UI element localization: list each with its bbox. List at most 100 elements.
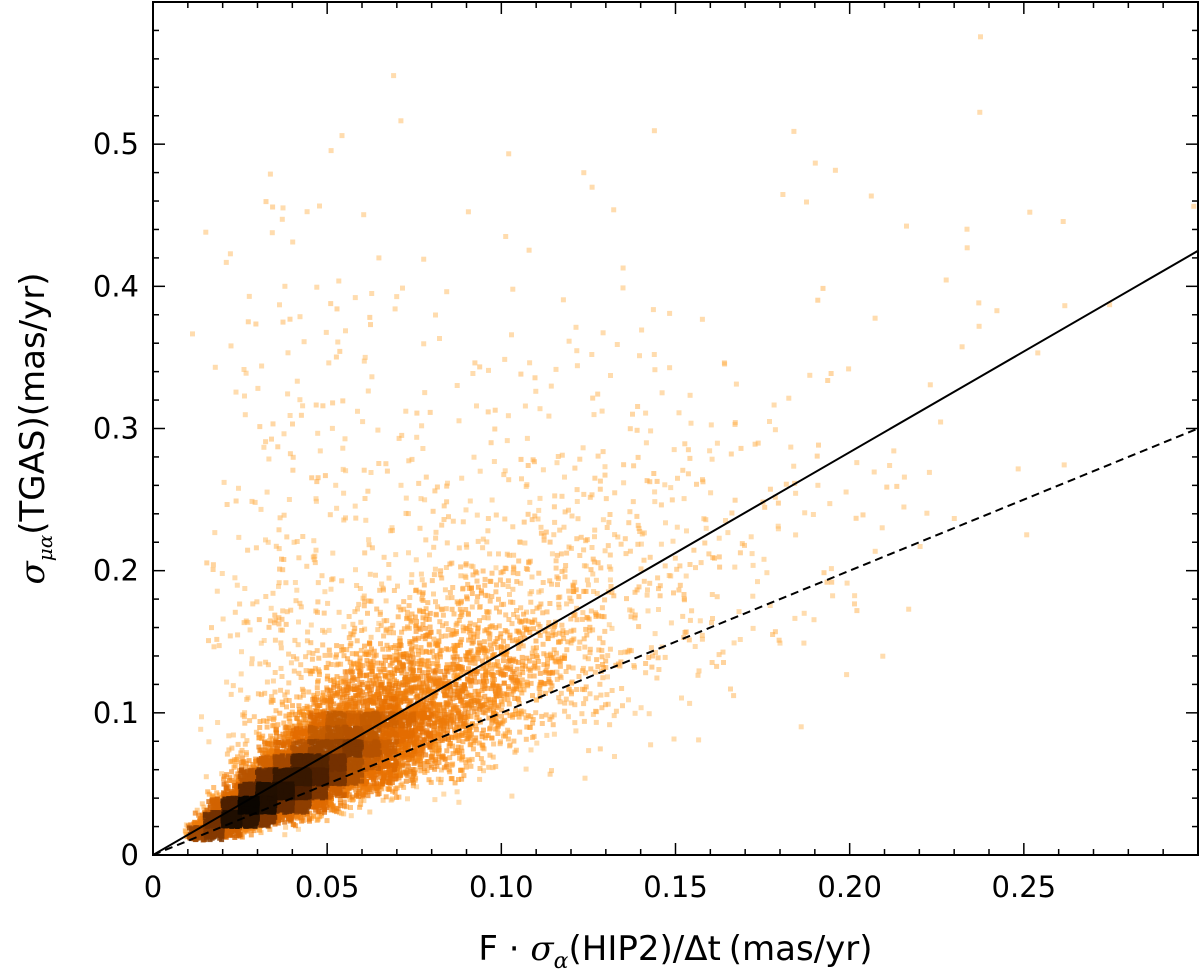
scatter-point	[643, 440, 649, 446]
scatter-point	[592, 527, 598, 533]
scatter-point	[291, 737, 297, 743]
scatter-point	[449, 734, 455, 740]
scatter-point	[322, 714, 328, 720]
scatter-point	[421, 693, 427, 699]
scatter-point	[238, 671, 244, 677]
scatter-point	[306, 650, 312, 656]
scatter-point	[335, 786, 341, 792]
scatter-point	[750, 562, 756, 568]
scatter-point	[429, 578, 435, 584]
scatter-point	[428, 740, 434, 746]
scatter-point	[564, 647, 570, 653]
scatter-point	[221, 479, 227, 485]
scatter-point	[233, 498, 239, 504]
scatter-point	[533, 638, 539, 644]
scatter-point	[235, 741, 241, 747]
scatter-point	[523, 715, 529, 721]
scatter-point	[343, 328, 348, 334]
scatter-point	[403, 495, 409, 501]
scatter-point	[421, 341, 427, 347]
scatter-point	[559, 655, 565, 661]
scatter-point	[194, 807, 200, 813]
scatter-point	[323, 800, 329, 805]
scatter-point	[269, 436, 274, 442]
scatter-point	[652, 650, 658, 655]
scatter-point	[336, 278, 342, 284]
scatter-point	[304, 209, 310, 215]
scatter-point	[249, 656, 255, 662]
scatter-point	[380, 797, 386, 803]
scatter-point	[460, 739, 466, 745]
scatter-point	[419, 577, 425, 583]
scatter-point	[373, 721, 379, 727]
scatter-point	[472, 668, 477, 674]
scatter-point	[409, 756, 415, 761]
scatter-point	[574, 687, 580, 692]
scatter-point	[415, 711, 421, 717]
scatter-point	[204, 560, 210, 566]
scatter-point	[362, 550, 368, 556]
scatter-point	[350, 621, 356, 627]
scatter-point	[345, 690, 351, 696]
scatter-point	[294, 587, 300, 593]
scatter-point	[505, 578, 511, 584]
scatter-point	[425, 687, 431, 693]
scatter-point	[702, 540, 708, 546]
scatter-point	[521, 519, 527, 525]
scatter-point	[414, 410, 420, 416]
scatter-point	[460, 624, 466, 630]
scatter-point	[313, 708, 319, 714]
scatter-point	[480, 658, 485, 664]
scatter-point	[361, 781, 367, 787]
scatter-point	[357, 586, 363, 591]
scatter-point	[367, 809, 373, 815]
scatter-point	[490, 765, 496, 771]
scatter-point	[514, 579, 520, 585]
scatter-point	[301, 735, 307, 741]
scatter-point	[311, 814, 317, 819]
scatter-point	[901, 474, 907, 480]
scatter-point	[364, 691, 370, 697]
scatter-point	[247, 774, 253, 780]
scatter-point	[476, 640, 482, 646]
scatter-point	[449, 560, 455, 566]
scatter-point	[772, 629, 778, 635]
scatter-point	[353, 787, 359, 793]
scatter-point	[327, 512, 333, 518]
scatter-point	[520, 670, 526, 676]
scatter-point	[811, 617, 817, 623]
scatter-point	[620, 285, 626, 291]
scatter-point	[408, 706, 414, 712]
scatter-point	[360, 784, 366, 790]
scatter-point	[493, 713, 499, 719]
scatter-point	[323, 665, 329, 670]
scatter-point	[381, 686, 387, 692]
scatter-point	[210, 567, 216, 572]
scatter-point	[355, 408, 360, 414]
scatter-point	[572, 579, 578, 585]
scatter-point	[463, 764, 469, 770]
scatter-point	[648, 645, 654, 651]
scatter-point	[463, 760, 469, 765]
scatter-point	[371, 648, 377, 654]
scatter-point	[399, 751, 405, 757]
scatter-point	[249, 498, 255, 504]
scatter-point	[662, 563, 668, 569]
scatter-point	[315, 609, 320, 615]
scatter-point	[414, 735, 420, 741]
scatter-point	[444, 762, 450, 767]
scatter-point	[222, 773, 227, 779]
scatter-point	[313, 402, 319, 408]
scatter-point	[355, 693, 361, 698]
scatter-point	[511, 686, 517, 692]
scatter-point	[309, 656, 315, 662]
scatter-point	[242, 741, 248, 747]
scatter-point	[339, 810, 344, 816]
scatter-point	[418, 726, 424, 732]
scatter-point	[240, 778, 246, 784]
scatter-point	[485, 615, 491, 621]
scatter-point	[275, 745, 280, 751]
scatter-point	[403, 510, 409, 516]
scatter-point	[248, 832, 254, 838]
scatter-point	[574, 487, 580, 493]
